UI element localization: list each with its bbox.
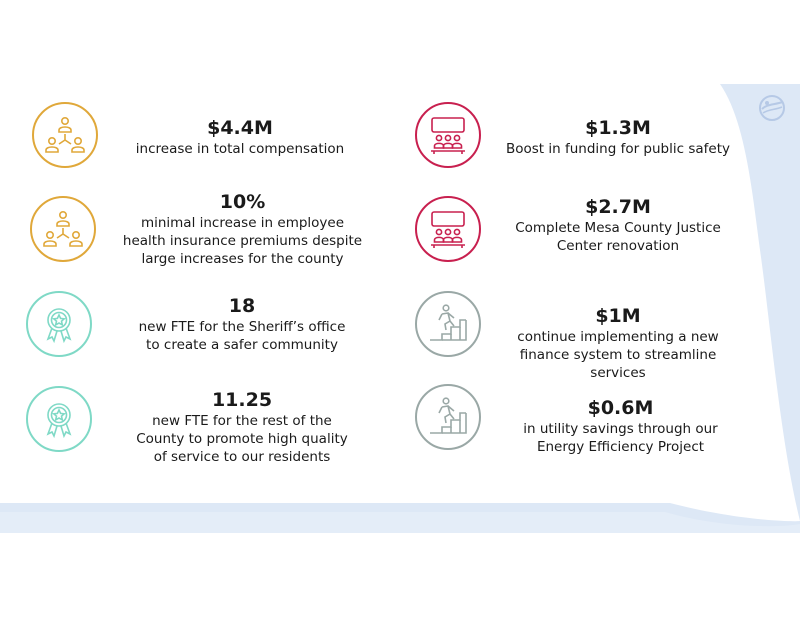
- stat-figure: $0.6M: [587, 397, 654, 419]
- stat-description: minimal increase in employee health insu…: [122, 215, 363, 267]
- stat-description: Complete Mesa County Justice Center reno…: [515, 220, 721, 254]
- stat-figure: $4.4M: [207, 117, 273, 139]
- stat-description: continue implementing a new finance syst…: [517, 329, 719, 381]
- climbing-stairs-icon: [415, 384, 481, 450]
- stat-description: increase in total compensation: [135, 141, 345, 157]
- award-ribbon-icon: [26, 386, 92, 452]
- stat-description: Boost in funding for public safety: [505, 141, 730, 157]
- stat-figure: $2.7M: [585, 196, 651, 218]
- stat-figure: 11.25: [211, 389, 273, 411]
- audience-board-icon: [415, 102, 481, 168]
- stat-description: new FTE for the Sheriff’s office to crea…: [138, 319, 346, 353]
- stat-figure: 10%: [219, 191, 266, 213]
- award-ribbon-icon: [26, 291, 92, 357]
- climbing-stairs-icon: [415, 291, 481, 357]
- stat-description: in utility savings through our Energy Ef…: [523, 421, 718, 455]
- stat-figure: $1M: [595, 305, 641, 327]
- people-network-icon: [32, 102, 98, 168]
- stat-figure: $1.3M: [585, 117, 651, 139]
- mesa-county-logo-icon: [759, 95, 785, 121]
- stat-description: new FTE for the rest of the County to pr…: [136, 413, 348, 465]
- people-network-icon: [30, 196, 96, 262]
- audience-board-icon: [415, 196, 481, 262]
- stat-figure: 18: [228, 295, 256, 317]
